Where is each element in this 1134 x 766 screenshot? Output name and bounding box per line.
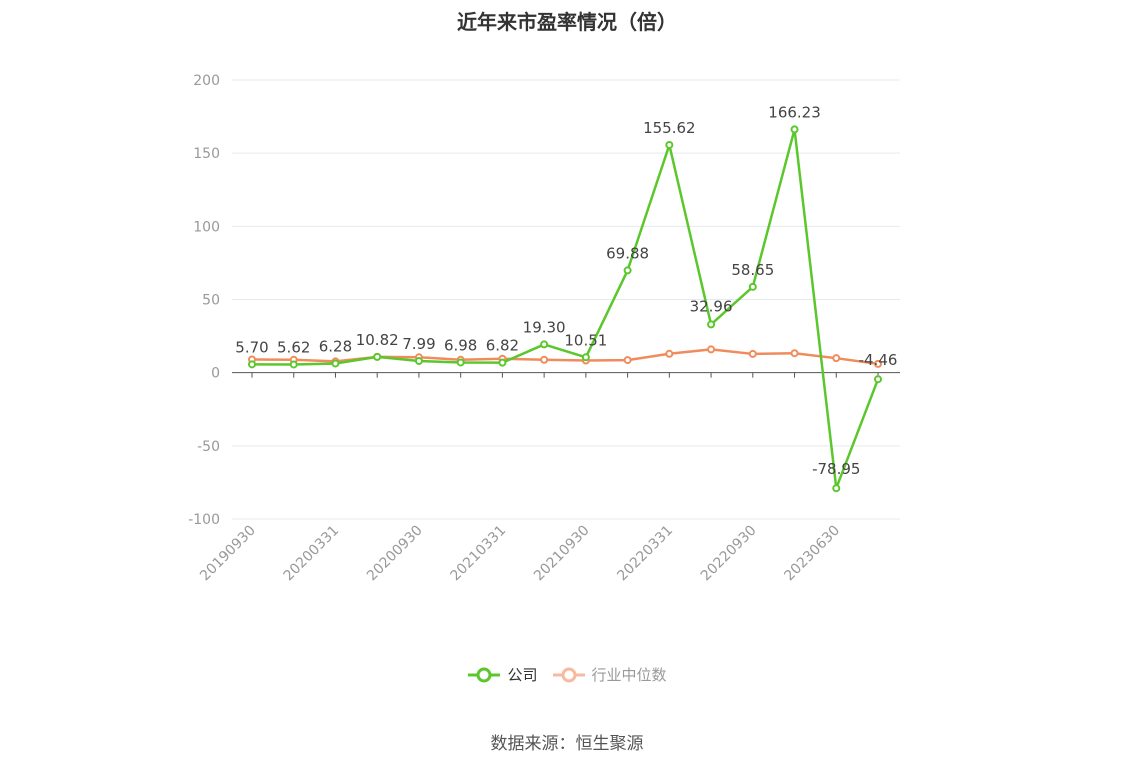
data-label: 6.82 [486, 337, 519, 355]
data-label: 10.82 [356, 331, 399, 349]
industry-point [707, 345, 716, 354]
y-tick-label: -50 [197, 439, 220, 455]
data-label: 5.70 [235, 338, 268, 356]
x-tick-label: 20220331 [614, 523, 676, 585]
data-label: 5.62 [277, 338, 310, 356]
company-point [581, 353, 590, 362]
industry-point [748, 349, 757, 358]
data-label: 7.99 [402, 335, 435, 353]
company-point [748, 282, 757, 291]
legend-item-industry[interactable]: 行业中位数 [552, 664, 667, 685]
line-marker-icon [552, 667, 585, 682]
y-tick-label: 150 [193, 146, 220, 162]
y-tick-label: 0 [211, 366, 220, 382]
series-layer [248, 125, 882, 493]
line-marker-icon [468, 667, 501, 682]
y-tick-label: 200 [193, 73, 220, 89]
data-label: 6.28 [319, 337, 352, 355]
data-label: 10.51 [564, 331, 607, 349]
data-label: 69.88 [606, 244, 649, 262]
data-label: 58.65 [731, 261, 774, 279]
company-point [665, 140, 674, 149]
company-point [498, 358, 507, 367]
company-point [540, 340, 549, 349]
data-label: -78.95 [812, 460, 860, 478]
company-point [456, 358, 465, 367]
company-point [414, 356, 423, 365]
legend-label-company: 公司 [507, 666, 538, 684]
industry-point [623, 356, 632, 365]
company-point [707, 320, 716, 329]
data-label: 19.30 [523, 318, 566, 336]
legend-label-industry: 行业中位数 [591, 666, 667, 684]
industry-point [540, 355, 549, 364]
company-point [623, 266, 632, 275]
grid-layer [232, 79, 900, 520]
data-label: 32.96 [690, 297, 733, 315]
legend: 公司 行业中位数 [0, 664, 1134, 685]
company-point [790, 125, 799, 134]
company-point [331, 359, 340, 368]
x-tick-label: 20200930 [364, 523, 426, 585]
x-tick-label: 20210331 [448, 523, 510, 585]
company-point [874, 375, 882, 384]
company-point [248, 360, 256, 369]
x-tick-label: 20190930 [197, 523, 259, 585]
company-point [373, 352, 382, 361]
x-tick-label: 20210930 [531, 523, 593, 585]
data-source: 数据来源：恒生聚源 [490, 734, 644, 754]
x-tick-label: 20230630 [781, 523, 843, 585]
legend-item-company[interactable]: 公司 [467, 664, 538, 685]
data-label: 6.98 [444, 336, 477, 354]
x-tick-label: 20200331 [281, 523, 343, 585]
y-tick-label: 50 [202, 293, 220, 309]
industry-point [874, 359, 882, 368]
company-series-line [251, 128, 880, 490]
y-tick-label: 100 [193, 219, 220, 235]
chart-title: 近年来市盈率情况（倍） [457, 10, 677, 34]
industry-point [665, 349, 674, 358]
data-label: 155.62 [643, 119, 696, 137]
company-point [289, 360, 298, 369]
y-tick-label: -100 [188, 512, 220, 528]
x-tick-label: 20220930 [698, 523, 760, 585]
data-label: 166.23 [768, 103, 821, 121]
data-label: -4.46 [859, 351, 898, 369]
company-point [832, 484, 841, 493]
industry-point [790, 349, 799, 358]
industry-point [832, 354, 841, 363]
